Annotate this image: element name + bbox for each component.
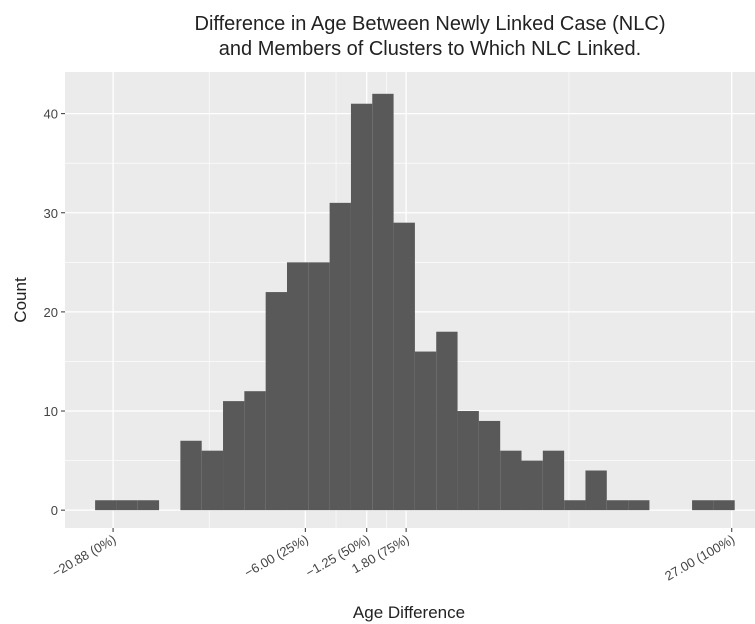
bar [414,351,437,511]
bar [308,262,330,511]
y-tick-label: 10 [44,404,58,419]
bar [478,420,501,511]
bar [372,93,394,511]
bar [436,331,458,511]
bar [606,500,629,511]
bar [500,450,522,511]
x-axis-title: Age Difference [353,603,465,622]
bar [201,450,224,511]
bar [393,222,415,511]
y-axis-title: Count [11,277,30,323]
bar [521,460,543,511]
bar [265,292,287,511]
y-tick-label: 30 [44,206,58,221]
bar [329,202,351,511]
bar [137,500,160,511]
bar [692,500,714,511]
bar [628,500,650,511]
bar [350,103,373,511]
bar [713,500,735,511]
x-tick-label: −6.00 (25%) [242,532,311,581]
x-tick-label: −20.88 (0%) [49,532,118,581]
bar [585,470,607,511]
bar [180,440,202,511]
x-tick-label: 27.00 (100%) [662,532,737,584]
chart-title: Difference in Age Between Newly Linked C… [195,13,666,35]
y-tick-label: 40 [44,107,58,122]
y-tick-label: 20 [44,305,58,320]
bar [116,500,138,511]
bar [457,411,479,511]
bar [95,500,117,511]
bar [542,450,565,511]
bar [223,401,245,511]
chart-title: and Members of Clusters to Which NLC Lin… [219,38,641,60]
bar [564,500,586,511]
y-tick-label: 0 [51,503,58,518]
bar [286,262,309,511]
bar [244,391,266,511]
